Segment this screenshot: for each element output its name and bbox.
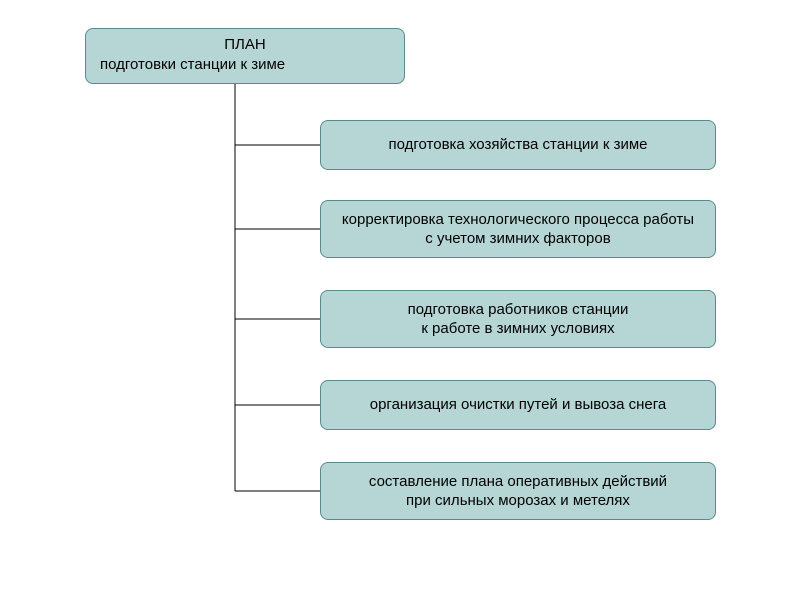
child-label: составление плана оперативных действий п… bbox=[369, 472, 667, 511]
root-subtitle: подготовки станции к зиме bbox=[96, 55, 398, 75]
child-node-1: корректировка технологического процесса … bbox=[320, 200, 716, 258]
child-node-0: подготовка хозяйства станции к зиме bbox=[320, 120, 716, 170]
child-node-3: организация очистки путей и вывоза снега bbox=[320, 380, 716, 430]
diagram-canvas: ПЛАНподготовки станции к зиме подготовка … bbox=[0, 0, 800, 600]
root-title: ПЛАН bbox=[96, 35, 394, 55]
child-label: корректировка технологического процесса … bbox=[342, 210, 694, 249]
child-node-2: подготовка работников станции к работе в… bbox=[320, 290, 716, 348]
child-label: подготовка работников станции к работе в… bbox=[408, 300, 629, 339]
child-label: подготовка хозяйства станции к зиме bbox=[388, 135, 647, 155]
child-label: организация очистки путей и вывоза снега bbox=[370, 395, 666, 415]
child-node-4: составление плана оперативных действий п… bbox=[320, 462, 716, 520]
root-node: ПЛАНподготовки станции к зиме bbox=[85, 28, 405, 84]
